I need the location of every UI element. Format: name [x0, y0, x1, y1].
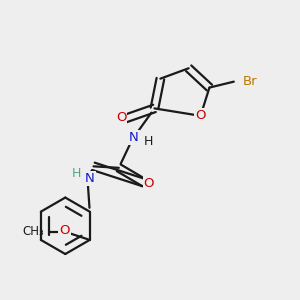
Text: O: O [59, 224, 70, 237]
Text: O: O [144, 177, 154, 190]
Text: H: H [72, 167, 81, 180]
Text: O: O [116, 111, 126, 124]
Text: CH₃: CH₃ [22, 225, 44, 238]
Text: Br: Br [243, 75, 257, 88]
Text: O: O [144, 177, 154, 190]
Text: N: N [85, 172, 94, 185]
Text: O: O [195, 109, 206, 122]
Text: H: H [143, 136, 153, 148]
Text: N: N [129, 131, 139, 144]
